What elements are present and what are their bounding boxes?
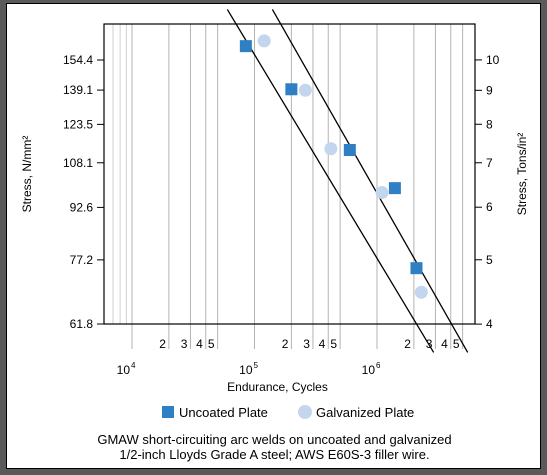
y-left-tick-label: 123.5 [63,117,93,131]
x-axis-label: Endurance, Cycles [227,380,328,394]
fit-line [226,9,435,353]
fit-line [271,9,469,353]
legend-marker-square [162,406,174,418]
y-right-tick-label: 9 [486,83,493,97]
caption-line-1: GMAW short-circuiting arc welds on uncoa… [97,432,452,447]
legend-label: Uncoated Plate [179,405,268,420]
uncoated-point [343,144,356,157]
x-decade-label: 10 [239,363,253,377]
y-right-tick-label: 5 [486,253,493,267]
chart: 234523452345104105106154.4139.1123.5108.… [20,9,529,420]
y-left-tick-label: 139.1 [63,83,93,97]
uncoated-point [388,182,401,195]
x-tick-label: 4 [196,337,203,351]
legend-label: Galvanized Plate [316,405,414,420]
x-tick-label: 3 [303,337,310,351]
uncoated-point [285,83,298,96]
y-left-tick-label: 77.2 [70,253,94,267]
galvanized-point [298,83,312,97]
x-decade-label: 10 [117,363,131,377]
y-right-tick-label: 7 [486,156,493,170]
x-decade-exponent: 6 [376,361,381,370]
caption-line-2: 1/2-inch Lloyds Grade A steel; AWS E60S-… [119,447,430,462]
galvanized-point [324,142,338,156]
legend-marker-circle [298,405,312,419]
x-tick-label: 3 [181,337,188,351]
y-left-tick-label: 92.6 [70,200,94,214]
x-decade-exponent: 5 [254,361,259,370]
y-left-tick-label: 108.1 [63,156,93,170]
y-right-tick-label: 6 [486,200,493,214]
x-tick-label: 5 [330,337,337,351]
y-right-tick-label: 4 [486,317,493,331]
galvanized-point [257,34,271,48]
uncoated-point [239,40,252,53]
x-tick-label: 5 [208,337,215,351]
x-decade-label: 10 [362,363,376,377]
y-right-tick-label: 10 [486,53,500,67]
y-right-tick-label: 8 [486,117,493,131]
x-tick-label: 2 [404,337,411,351]
x-tick-label: 4 [319,337,326,351]
x-tick-label: 4 [441,337,448,351]
uncoated-point [410,262,423,275]
galvanized-point [375,186,389,200]
figure-panel: 234523452345104105106154.4139.1123.5108.… [6,3,541,469]
y-left-tick-label: 154.4 [63,53,93,67]
galvanized-point [414,285,428,299]
y-axis-label-right: Stress, Tons/in² [515,133,529,215]
x-tick-label: 2 [282,337,289,351]
y-left-tick-label: 61.8 [70,317,94,331]
x-tick-label: 5 [453,337,460,351]
x-tick-label: 2 [159,337,166,351]
y-axis-label-left: Stress, N/mm² [20,136,34,213]
plot-frame [103,23,476,325]
x-decade-exponent: 4 [131,361,136,370]
